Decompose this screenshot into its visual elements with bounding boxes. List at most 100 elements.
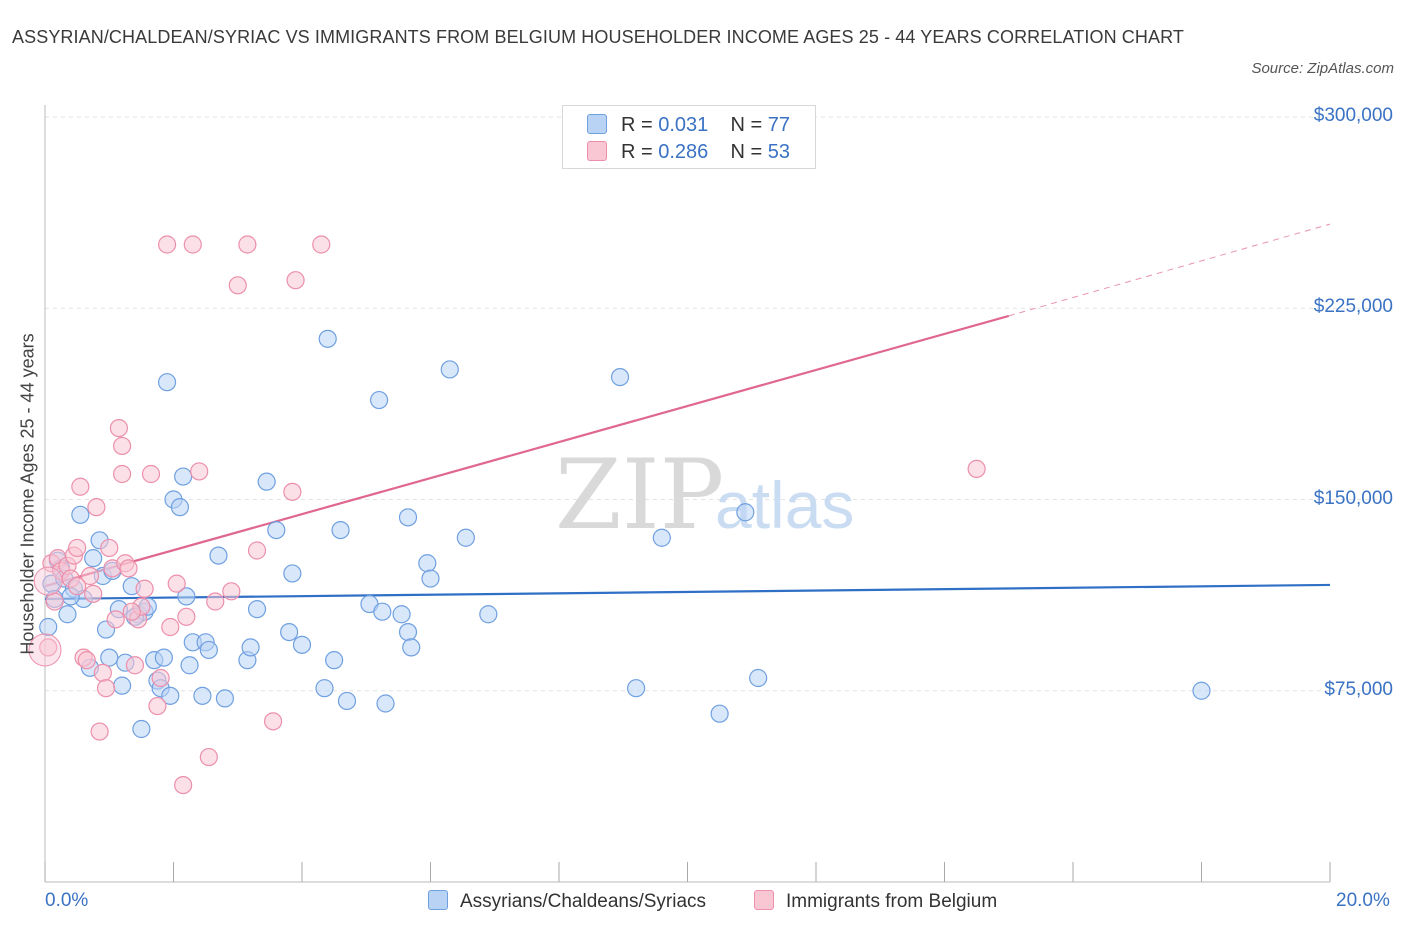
point-assyrian — [58, 605, 77, 624]
point-assyrian — [71, 505, 90, 524]
watermark-zip: ZIP — [555, 439, 724, 551]
point-assyrian — [318, 329, 337, 348]
point-belgium — [286, 271, 305, 290]
point-assyrian — [418, 554, 437, 573]
point-assyrian — [241, 638, 260, 657]
point-assyrian — [161, 686, 180, 705]
point-belgium — [174, 775, 193, 795]
point-assyrian — [209, 546, 228, 565]
point-assyrian — [193, 686, 212, 705]
point-belgium — [206, 592, 225, 611]
legend-item-belgium: Immigrants from Belgium — [754, 888, 997, 916]
point-assyrian — [479, 605, 498, 624]
point-belgium — [135, 579, 154, 598]
point-belgium — [68, 538, 87, 558]
point-belgium — [90, 722, 109, 741]
point-belgium — [167, 574, 186, 593]
point-belgium — [119, 559, 138, 578]
point-assyrian — [1192, 681, 1211, 700]
point-assyrian — [170, 498, 190, 517]
point-assyrian — [267, 520, 286, 540]
legend-swatch-pink — [587, 141, 607, 161]
y-tick-label: $75,000 — [1324, 678, 1393, 700]
point-assyrian — [710, 704, 729, 723]
legend-n-label: N = — [730, 141, 763, 163]
gridlines — [45, 116, 1393, 692]
point-belgium — [77, 651, 96, 670]
y-tick-label: $300,000 — [1313, 105, 1393, 126]
legend-row-assyrian: R = 0.031 N = 77 — [587, 112, 790, 138]
stats-legend: R = 0.031 N = 77 R = 0.286 N = 53 — [562, 105, 816, 169]
point-assyrian — [398, 508, 418, 527]
point-assyrian — [199, 640, 218, 660]
point-assyrian — [376, 694, 395, 713]
point-assyrian — [112, 676, 132, 695]
point-belgium — [93, 663, 112, 683]
data-points — [28, 235, 1211, 795]
point-assyrian — [154, 648, 173, 667]
point-belgium — [228, 276, 247, 295]
point-assyrian — [398, 622, 418, 642]
legend-n-value: 77 — [767, 114, 791, 136]
y-axis-title: Householder Income Ages 25 - 44 years — [17, 333, 38, 655]
point-assyrian — [373, 602, 392, 621]
trend-line-1 — [44, 314, 1010, 588]
point-belgium — [84, 584, 103, 603]
point-belgium — [100, 538, 119, 558]
legend-item-assyrian: Assyrians/Chaldeans/Syriacs — [428, 888, 706, 916]
point-belgium — [238, 235, 257, 254]
trend-line-extension-1 — [1008, 223, 1331, 317]
point-assyrian — [626, 679, 646, 698]
point-belgium — [109, 419, 128, 438]
point-belgium — [263, 712, 283, 731]
point-belgium — [71, 477, 90, 496]
point-belgium — [177, 607, 196, 626]
point-belgium — [148, 696, 167, 716]
y-tick-label: $150,000 — [1313, 487, 1393, 509]
point-assyrian — [736, 503, 755, 522]
point-belgium — [199, 747, 218, 767]
point-belgium — [222, 582, 241, 601]
legend-r-value: 0.286 — [658, 141, 709, 163]
legend-r-label: R = — [621, 114, 653, 136]
trend-line-0 — [44, 583, 1331, 601]
point-assyrian — [292, 635, 312, 654]
chart-title: ASSYRIAN/CHALDEAN/SYRIAC VS IMMIGRANTS F… — [12, 27, 1184, 47]
point-belgium — [106, 610, 125, 629]
point-assyrian — [100, 648, 119, 667]
point-belgium — [157, 235, 177, 254]
legend-swatch-pink — [754, 890, 774, 910]
point-assyrian — [325, 651, 344, 670]
point-belgium — [967, 459, 986, 478]
point-assyrian — [440, 360, 459, 379]
legend-r-label: R = — [621, 141, 653, 163]
trend-lines — [44, 223, 1331, 601]
point-belgium — [45, 592, 64, 611]
point-assyrian — [180, 656, 199, 675]
point-assyrian — [749, 668, 768, 688]
point-belgium — [96, 679, 116, 698]
point-belgium — [247, 541, 267, 560]
point-assyrian — [174, 467, 193, 486]
point-belgium — [161, 617, 180, 637]
point-assyrian — [247, 600, 267, 619]
legend-n-label: N = — [730, 114, 763, 136]
point-assyrian — [392, 605, 411, 624]
source-label: Source: ZipAtlas.com — [1251, 60, 1394, 77]
series-legend: Assyrians/Chaldeans/Syriacs Immigrants f… — [0, 888, 1406, 916]
point-belgium — [68, 577, 87, 596]
point-belgium — [283, 482, 302, 501]
point-assyrian — [370, 390, 389, 410]
point-assyrian — [283, 564, 302, 583]
point-belgium — [28, 633, 62, 667]
point-belgium — [122, 602, 141, 621]
legend-n-value: 53 — [767, 141, 791, 163]
watermark-atlas: atlas — [715, 468, 854, 542]
point-belgium — [112, 464, 132, 484]
point-assyrian — [280, 622, 299, 642]
point-assyrian — [132, 719, 151, 739]
legend-label-assyrian: Assyrians/Chaldeans/Syriacs — [460, 891, 707, 912]
point-assyrian — [456, 528, 475, 547]
point-belgium — [190, 462, 209, 481]
